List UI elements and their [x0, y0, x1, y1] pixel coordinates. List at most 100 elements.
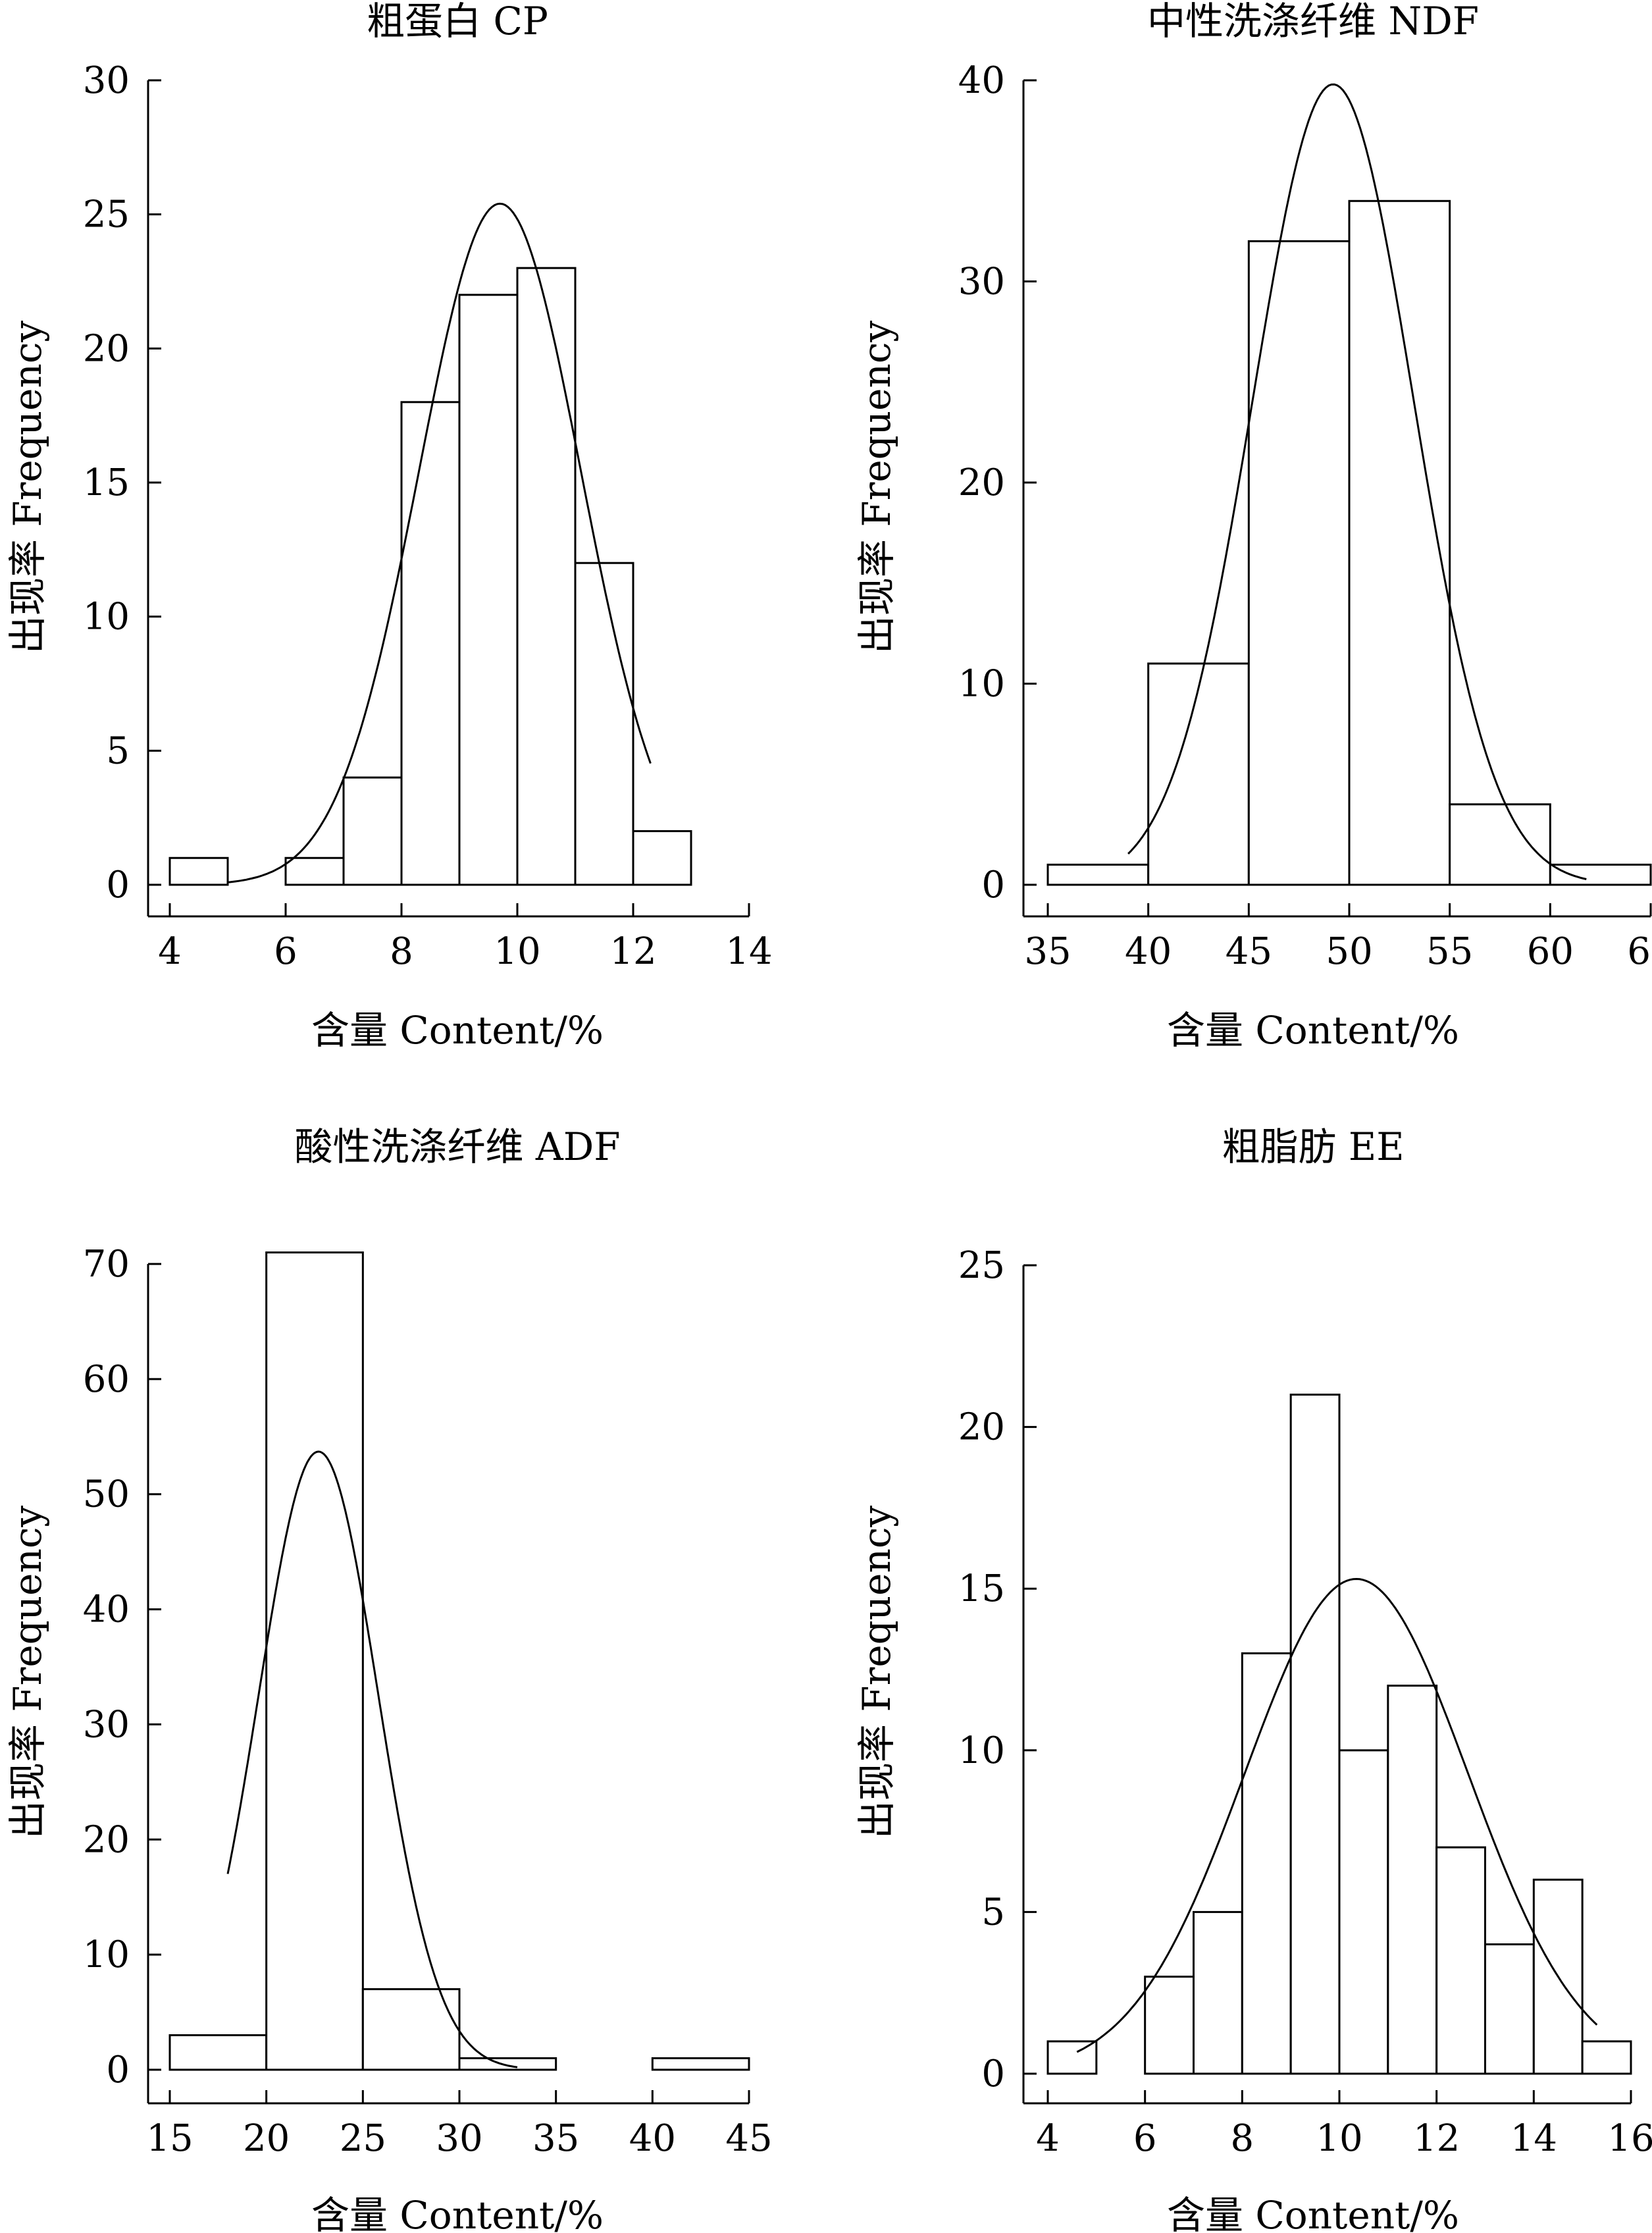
- histogram-bar: [1581, 2040, 1632, 2075]
- histogram-bar: [458, 2057, 557, 2071]
- x-tick-label: 8: [390, 930, 413, 973]
- histogram-bar: [516, 267, 577, 886]
- axes: 0 5 10 15 20 25 30 4 6 8 10 12 14: [83, 59, 773, 973]
- y-tick-label: 50: [83, 1473, 130, 1516]
- histogram-bar: [284, 856, 345, 886]
- panel-adf: 酸性洗涤纤维 ADF 含量 Content/% 出现率 Frequency 01…: [5, 1124, 773, 2233]
- y-tick-label: 0: [106, 2049, 130, 2091]
- histogram-bar: [1247, 240, 1351, 886]
- x-tick-label: 4: [1036, 2117, 1060, 2160]
- y-tick-label: 40: [958, 59, 1005, 102]
- x-tick-label: 12: [1413, 2117, 1460, 2160]
- y-tick-label: 30: [958, 261, 1005, 303]
- y-axis-label: 出现率 Frequency: [5, 321, 50, 654]
- normal-curve: [226, 1450, 518, 2068]
- y-tick-label: 20: [958, 461, 1005, 504]
- y-tick-label: 15: [958, 1567, 1005, 1610]
- histogram-bar: [1193, 1910, 1243, 2075]
- y-tick-label: 60: [83, 1358, 130, 1401]
- x-tick-label: 16: [1607, 2117, 1652, 2160]
- y-tick-label: 70: [83, 1243, 130, 1286]
- histogram-bar: [168, 856, 229, 886]
- x-tick-label: 14: [1510, 2117, 1557, 2160]
- x-tick-label: 25: [340, 2117, 386, 2160]
- y-tick-label: 20: [958, 1406, 1005, 1449]
- axes: 0 10 20 30 40 35 40 45 50 55 60 65: [958, 59, 1652, 973]
- normal-curve: [1076, 1577, 1598, 2053]
- x-tick-label: 50: [1326, 930, 1372, 973]
- x-tick-label: 55: [1426, 930, 1473, 973]
- y-tick-label: 30: [83, 1703, 130, 1746]
- x-tick-label: 4: [158, 930, 182, 973]
- histogram-bar: [168, 2034, 268, 2071]
- y-tick-label: 20: [83, 327, 130, 370]
- histogram-bar: [361, 1988, 461, 2071]
- x-tick-label: 45: [725, 2117, 772, 2160]
- panel-title: 粗脂肪 EE: [1222, 1124, 1404, 1169]
- bars: [168, 267, 692, 886]
- y-axis-label: 出现率 Frequency: [5, 1506, 50, 1839]
- histogram-bar: [1144, 1976, 1195, 2075]
- bars: [168, 1251, 750, 2071]
- x-tick-label: 60: [1527, 930, 1574, 973]
- x-tick-label: 45: [1226, 930, 1272, 973]
- y-axis-label: 出现率 Frequency: [854, 1506, 899, 1839]
- histogram-bar: [458, 294, 519, 886]
- x-tick-label: 14: [725, 930, 772, 973]
- x-tick-label: 10: [494, 930, 540, 973]
- x-axis-label: 含量 Content/%: [311, 1008, 604, 1053]
- y-tick-label: 10: [958, 663, 1005, 706]
- x-tick-label: 40: [629, 2117, 676, 2160]
- x-tick-label: 35: [532, 2117, 579, 2160]
- y-tick-label: 15: [83, 461, 130, 504]
- y-tick-label: 0: [981, 864, 1005, 906]
- y-tick-label: 10: [958, 1729, 1005, 1772]
- x-axis-label: 含量 Content/%: [1167, 1008, 1459, 1053]
- axes: 0 5 10 15 20 25 4 6 8 10 12 14 16: [958, 1244, 1652, 2160]
- histogram-bar: [651, 2057, 750, 2071]
- histogram-bar: [1289, 1393, 1341, 2075]
- y-tick-label: 5: [981, 1891, 1005, 1933]
- histogram-bar: [1435, 1846, 1487, 2075]
- y-tick-label: 0: [106, 864, 130, 906]
- x-tick-label: 35: [1024, 930, 1071, 973]
- x-tick-label: 6: [1133, 2117, 1157, 2160]
- histogram-bar: [1449, 803, 1551, 886]
- histogram-bar: [265, 1251, 364, 2071]
- x-tick-label: 8: [1231, 2117, 1254, 2160]
- x-axis-label: 含量 Content/%: [311, 2193, 604, 2233]
- y-tick-label: 10: [83, 596, 130, 639]
- y-tick-label: 25: [958, 1244, 1005, 1287]
- x-tick-label: 65: [1627, 930, 1652, 973]
- y-tick-label: 10: [83, 1933, 130, 1976]
- x-tick-label: 30: [436, 2117, 482, 2160]
- histogram-bar: [1348, 199, 1451, 886]
- panel-ee: 粗脂肪 EE 含量 Content/% 出现率 Frequency 0 5 10 15…: [854, 1124, 1652, 2233]
- y-tick-label: 0: [981, 2053, 1005, 2095]
- y-tick-label: 25: [83, 194, 130, 236]
- x-axis-label: 含量 Content/%: [1167, 2193, 1459, 2233]
- panel-title: 粗蛋白 CP: [367, 0, 548, 43]
- histogram-bar: [632, 830, 692, 886]
- x-tick-label: 6: [274, 930, 297, 973]
- histogram-bar: [1241, 1652, 1292, 2075]
- bars: [1046, 1393, 1632, 2075]
- y-tick-label: 40: [83, 1589, 130, 1631]
- x-tick-label: 15: [146, 2117, 193, 2160]
- histogram-bar: [1484, 1943, 1535, 2075]
- axes: 0 10 20 30 40 50 60 70 15 20 25 30 35 40 45: [83, 1243, 773, 2160]
- y-tick-label: 20: [83, 1818, 130, 1861]
- histogram-bar: [574, 562, 634, 886]
- histogram-bar: [1387, 1685, 1438, 2075]
- normal-curve: [227, 202, 652, 883]
- histogram-bar: [1549, 863, 1652, 886]
- panel-title: 酸性洗涤纤维 ADF: [294, 1124, 620, 1169]
- histogram-bar: [400, 401, 461, 886]
- x-tick-label: 20: [243, 2117, 290, 2160]
- x-tick-label: 40: [1125, 930, 1172, 973]
- x-tick-label: 12: [609, 930, 656, 973]
- histogram-bar: [1338, 1749, 1389, 2075]
- normal-curve: [1127, 83, 1587, 880]
- histogram-bar: [1046, 863, 1150, 886]
